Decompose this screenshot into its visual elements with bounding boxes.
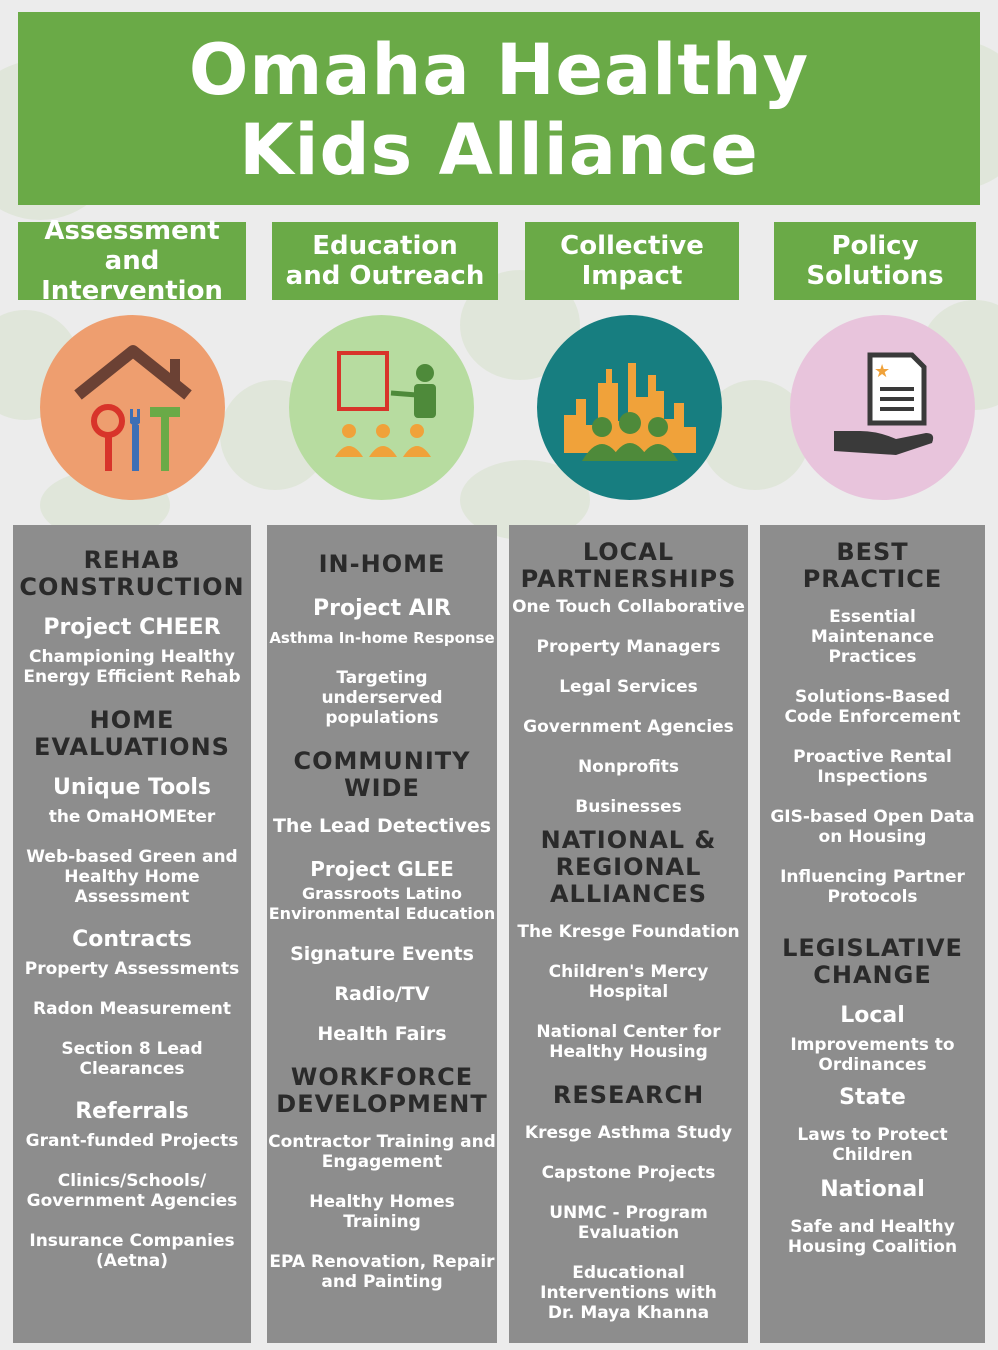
list-item: Laws to Protect Children (797, 1125, 948, 1165)
list-item: Solutions-Based Code Enforcement (784, 687, 961, 727)
list-item: Educational Interventions with Dr. Maya Kh… (540, 1263, 717, 1323)
teacher-presentation-icon (289, 315, 474, 500)
subheading-local: Local (840, 1003, 905, 1028)
category-policy: Policy Solutions (774, 222, 976, 300)
list-item: Improvements to Ordinances (790, 1035, 955, 1075)
list-item: Health Fairs (317, 1023, 447, 1045)
list-item: Influencing Partner Protocols (780, 867, 965, 907)
subheading-contracts: Contracts (72, 927, 192, 952)
category-label-line1: Collective (560, 231, 704, 261)
category-label-line1: Policy (831, 231, 919, 261)
heading-national-regional-alliances: NATIONAL & REGIONAL ALLIANCES (540, 826, 717, 908)
subheading-state: State (839, 1085, 906, 1110)
list-item: Legal Services (559, 677, 698, 697)
heading-legislative-change: LEGISLATIVE CHANGE (782, 934, 963, 989)
list-item: Clinics/Schools/Government Agencies (26, 1171, 238, 1211)
list-item: Section 8 Lead Clearances (61, 1039, 203, 1079)
subheading-project-cheer: Project CHEER (43, 615, 221, 640)
list-item: National Center for Healthy Housing (536, 1022, 721, 1062)
list-item: Safe and Healthy Housing Coalition (787, 1217, 958, 1257)
list-item: Asthma In-home Response (269, 629, 495, 647)
city-community-icon (537, 315, 722, 500)
heading-home-evaluations: HOME EVALUATIONS (34, 706, 230, 761)
heading-local-partnerships: LOCAL PARTNERSHIPS (520, 538, 737, 593)
list-item: Grassroots Latino Environmental Education (268, 884, 496, 923)
list-item: The Kresge Foundation (517, 922, 740, 942)
list-item: Targeting underserved populations (321, 668, 443, 728)
title-line-2: Kids Alliance (239, 109, 759, 191)
category-label-line2: Solutions (806, 261, 944, 291)
heading-best-practice: BEST PRACTICE (802, 538, 943, 593)
category-label-line2: Impact (581, 261, 683, 291)
list-item: Radon Measurement (33, 999, 231, 1019)
subheading-project-glee: Project GLEE (310, 857, 454, 881)
category-collective-impact: Collective Impact (525, 222, 739, 300)
subheading-referrals: Referrals (75, 1099, 189, 1124)
heading-in-home: IN-HOME (318, 550, 446, 578)
list-item: EPA Renovation, Repair and Painting (269, 1252, 495, 1292)
category-assessment: Assessment and Intervention (18, 216, 246, 306)
hand-document-icon: ★ (790, 315, 975, 500)
heading-research: RESEARCH (552, 1081, 705, 1109)
list-item: Property Managers (536, 637, 721, 657)
category-education: Education and Outreach (272, 222, 498, 300)
list-item: UNMC - Program Evaluation (549, 1203, 708, 1243)
list-item: One Touch Collaborative (512, 597, 745, 617)
list-item: GIS-based Open Data on Housing (770, 807, 975, 847)
column-assessment: REHAB CONSTRUCTION Project CHEER Champio… (13, 525, 251, 1343)
list-item: Businesses (575, 797, 682, 817)
column-education: IN-HOME Project AIR Asthma In-home Respo… (267, 525, 497, 1343)
list-item: Web-based Green and Healthy Home Assessmen… (26, 847, 238, 907)
list-item: Contractor Training and Engagement (268, 1132, 496, 1172)
list-item: Grant-funded Projects (25, 1131, 239, 1151)
list-item: Insurance Companies (Aetna) (29, 1231, 235, 1271)
subheading-project-air: Project AIR (313, 596, 451, 621)
category-label-line1: Assessment and (44, 216, 220, 276)
heading-community-wide: COMMUNITY WIDE (293, 747, 471, 802)
heading-workforce-development: WORKFORCE DEVELOPMENT (276, 1063, 488, 1118)
list-item: Property Assessments (24, 959, 240, 979)
category-label-line2: Intervention (41, 276, 223, 306)
list-item: The Lead Detectives (272, 815, 492, 837)
list-item: the OmaHOMEter (48, 807, 216, 827)
list-item: Healthy Homes Training (309, 1192, 455, 1232)
list-item: Proactive Rental Inspections (793, 747, 952, 787)
page-title: Omaha Healthy Kids Alliance (18, 12, 980, 205)
list-item: Nonprofits (577, 757, 680, 777)
list-item: Radio/TV (334, 983, 430, 1005)
column-collective-impact: LOCAL PARTNERSHIPS One Touch Collaborativ… (509, 525, 748, 1343)
subheading-unique-tools: Unique Tools (52, 775, 211, 800)
category-label-line1: Education (312, 231, 458, 261)
list-item: Government Agencies (523, 717, 734, 737)
title-line-1: Omaha Healthy (188, 29, 810, 111)
subheading-national: National (820, 1177, 925, 1202)
list-item: Kresge Asthma Study (524, 1123, 733, 1143)
list-item: Children's Mercy Hospital (548, 962, 709, 1002)
house-tools-icon (40, 315, 225, 500)
list-item: Essential Maintenance Practices (810, 607, 935, 667)
svg-text:★: ★ (874, 361, 890, 382)
list-item: Signature Events (290, 943, 474, 965)
list-item: Championing Healthy Energy Efficient Reha… (23, 647, 241, 687)
heading-rehab-construction: REHAB CONSTRUCTION (19, 546, 245, 601)
column-policy: BEST PRACTICE Essential Maintenance Practic… (760, 525, 985, 1343)
category-label-line2: and Outreach (285, 261, 485, 291)
list-item: Capstone Projects (541, 1163, 716, 1183)
